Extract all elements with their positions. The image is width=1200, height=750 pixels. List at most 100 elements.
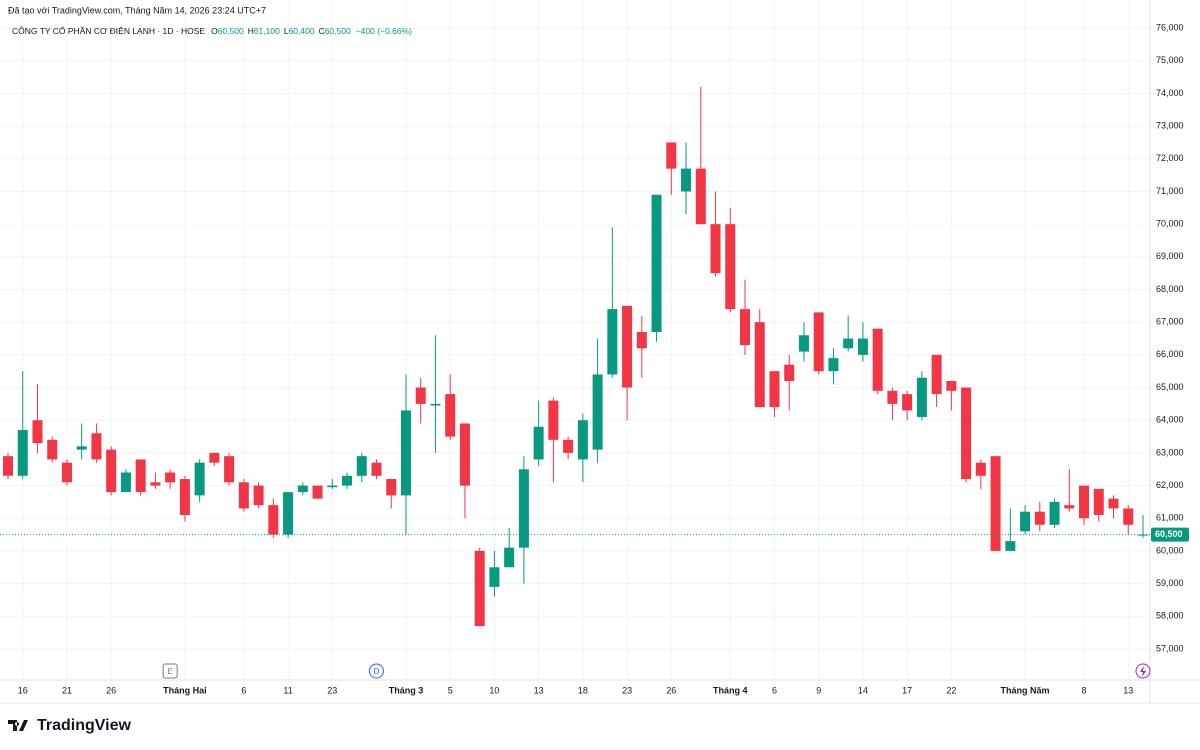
candle-body xyxy=(1064,505,1075,509)
candle-body xyxy=(946,381,957,391)
candle-body xyxy=(150,482,161,486)
candle-body xyxy=(548,400,559,440)
y-tick-label: 72,000 xyxy=(1156,153,1184,163)
candle-body xyxy=(209,452,220,463)
candle-body xyxy=(474,550,485,627)
credit: Đã tạo với TradingView.com, Tháng Năm 14… xyxy=(8,5,266,15)
candle-body xyxy=(400,410,411,496)
candle-body xyxy=(504,547,515,568)
change: −400 (−0.66%) xyxy=(356,26,412,36)
x-tick-label: 23 xyxy=(622,685,632,695)
y-tick-label: 67,000 xyxy=(1156,317,1184,327)
candle-body xyxy=(47,439,58,460)
candle-body xyxy=(1049,501,1060,525)
x-tick-label: 6 xyxy=(241,685,246,695)
candle-body xyxy=(283,492,294,535)
candle-body xyxy=(1020,511,1031,532)
candle-body xyxy=(61,462,72,483)
candle-body xyxy=(961,387,972,480)
x-tick-label: 14 xyxy=(858,685,868,695)
candle-body xyxy=(931,354,942,395)
x-tick-label: 26 xyxy=(666,685,676,695)
candle-body xyxy=(17,430,28,476)
candles xyxy=(3,86,1148,627)
event-label: D xyxy=(374,667,380,676)
candle-body xyxy=(356,456,367,476)
candle-body xyxy=(695,168,706,225)
candle-body xyxy=(577,420,588,460)
candle-body xyxy=(607,309,618,375)
ohlc-key: C xyxy=(319,26,325,36)
x-tick-label: 11 xyxy=(283,685,292,695)
candle-body xyxy=(887,390,898,404)
y-tick-label: 75,000 xyxy=(1156,55,1184,65)
candle-body xyxy=(784,364,795,382)
candle-body xyxy=(798,335,809,352)
y-tick-label: 58,000 xyxy=(1156,611,1184,621)
candle-body xyxy=(1093,488,1104,515)
candle-body xyxy=(740,309,750,346)
x-tick-label: Tháng Hai xyxy=(163,685,207,695)
x-tick-label: 21 xyxy=(62,685,72,695)
x-tick-label: 9 xyxy=(816,685,821,695)
candle-body xyxy=(342,475,353,486)
ohlc-key: L xyxy=(284,26,289,36)
x-tick-label: 10 xyxy=(489,685,499,695)
candle-body xyxy=(312,485,323,499)
candle-body xyxy=(1137,534,1148,536)
event-marker xyxy=(369,663,384,679)
x-tick-label: Tháng 4 xyxy=(713,685,748,695)
candle-body xyxy=(179,479,190,515)
candle-body xyxy=(754,322,765,408)
candle-body xyxy=(91,433,102,460)
candle-body xyxy=(165,472,176,483)
x-tick-label: 6 xyxy=(772,685,777,695)
y-tick-label: 73,000 xyxy=(1156,121,1184,131)
x-tick-label: 22 xyxy=(946,685,956,695)
ohlc-value: 60,500 xyxy=(325,26,351,36)
candle-body xyxy=(297,485,308,493)
ohlc-key: H xyxy=(248,26,254,36)
candle-body xyxy=(459,423,470,486)
brand: TradingView xyxy=(37,717,132,734)
candle-body xyxy=(1123,508,1134,525)
last-price-box xyxy=(1151,527,1189,542)
y-tick-label: 69,000 xyxy=(1156,251,1184,261)
candle-body xyxy=(32,420,43,444)
candle-body xyxy=(1079,485,1090,519)
x-tick-label: 23 xyxy=(327,685,337,695)
candle-body xyxy=(518,469,529,548)
candle-body xyxy=(371,462,382,476)
candle-body xyxy=(386,479,397,496)
y-tick-label: 61,000 xyxy=(1156,513,1184,523)
y-tick-label: 66,000 xyxy=(1156,349,1184,359)
ohlc-value: 60,400 xyxy=(289,26,315,36)
y-tick-label: 60,000 xyxy=(1156,545,1184,555)
ohlc-value: 60,500 xyxy=(218,26,244,36)
x-tick-label: 18 xyxy=(578,685,588,695)
candle-body xyxy=(592,374,603,450)
candle-body xyxy=(651,194,662,332)
candle-body xyxy=(3,456,13,476)
candle-body xyxy=(76,446,87,450)
y-tick-label: 57,000 xyxy=(1156,643,1184,653)
candle-body xyxy=(415,387,426,404)
candle-body xyxy=(975,462,986,476)
candle-body xyxy=(238,482,249,509)
y-tick-label: 74,000 xyxy=(1156,88,1184,98)
candle-body xyxy=(194,462,205,496)
y-tick-label: 70,000 xyxy=(1156,219,1184,229)
candle-body xyxy=(622,305,633,388)
header: CÔNG TY CỔ PHẦN CƠ ĐIỆN LẠNH · 1D · HOSE… xyxy=(12,25,412,36)
y-tick-label: 68,000 xyxy=(1156,284,1184,294)
candle-body xyxy=(813,312,824,372)
candle-body xyxy=(1034,511,1045,525)
x-tick-label: 5 xyxy=(448,685,453,695)
y-tick-label: 76,000 xyxy=(1156,22,1184,32)
candle-body xyxy=(120,472,131,493)
x-tick-label: 17 xyxy=(902,685,912,695)
candle-body xyxy=(916,377,927,417)
x-tick-label: 8 xyxy=(1082,685,1087,695)
y-tick-label: 71,000 xyxy=(1156,186,1184,196)
